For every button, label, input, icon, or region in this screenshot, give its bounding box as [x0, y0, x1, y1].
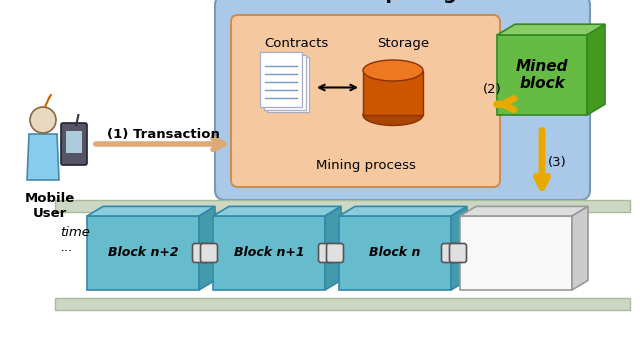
Polygon shape [572, 206, 588, 290]
Text: Block n+1: Block n+1 [234, 246, 304, 260]
Polygon shape [460, 206, 588, 216]
Polygon shape [199, 206, 215, 290]
Text: (1) Transaction: (1) Transaction [107, 128, 220, 141]
Bar [339, 216, 451, 290]
Text: Block n: Block n [369, 246, 420, 260]
Bar [66, 131, 82, 153]
Bar [55, 200, 630, 212]
FancyBboxPatch shape [442, 244, 458, 262]
Bar [87, 216, 199, 290]
FancyBboxPatch shape [215, 0, 590, 200]
Bar [202, 249, 210, 257]
FancyBboxPatch shape [200, 244, 218, 262]
Bar [328, 249, 336, 257]
FancyBboxPatch shape [260, 52, 302, 107]
Polygon shape [325, 206, 341, 290]
Polygon shape [87, 206, 215, 216]
Bar [451, 249, 459, 257]
FancyBboxPatch shape [449, 244, 467, 262]
Text: Mined
block: Mined block [516, 59, 568, 91]
Ellipse shape [363, 104, 423, 126]
Text: (3): (3) [548, 157, 567, 169]
Text: (2): (2) [483, 83, 502, 96]
Text: time
...: time ... [60, 226, 90, 254]
FancyBboxPatch shape [267, 57, 309, 112]
Polygon shape [451, 206, 467, 290]
Bar [55, 298, 630, 310]
FancyBboxPatch shape [326, 244, 344, 262]
Polygon shape [587, 24, 605, 115]
FancyBboxPatch shape [61, 123, 87, 165]
Bar [363, 71, 423, 115]
FancyBboxPatch shape [231, 15, 500, 187]
Text: Cloud computing server: Cloud computing server [271, 0, 534, 3]
Text: Block n+2: Block n+2 [108, 246, 179, 260]
Circle shape [30, 107, 56, 133]
Text: Contracts: Contracts [264, 37, 328, 50]
Bar [460, 216, 572, 290]
Text: Mining process: Mining process [316, 159, 415, 172]
Text: Storage: Storage [377, 37, 429, 50]
Polygon shape [497, 24, 605, 35]
Bar [213, 216, 325, 290]
Polygon shape [339, 206, 467, 216]
Text: Mobile
User: Mobile User [25, 192, 75, 220]
Polygon shape [213, 206, 341, 216]
FancyBboxPatch shape [319, 244, 335, 262]
Ellipse shape [363, 60, 423, 81]
Polygon shape [27, 134, 59, 180]
FancyBboxPatch shape [264, 55, 305, 110]
FancyBboxPatch shape [193, 244, 209, 262]
Bar [497, 35, 587, 115]
